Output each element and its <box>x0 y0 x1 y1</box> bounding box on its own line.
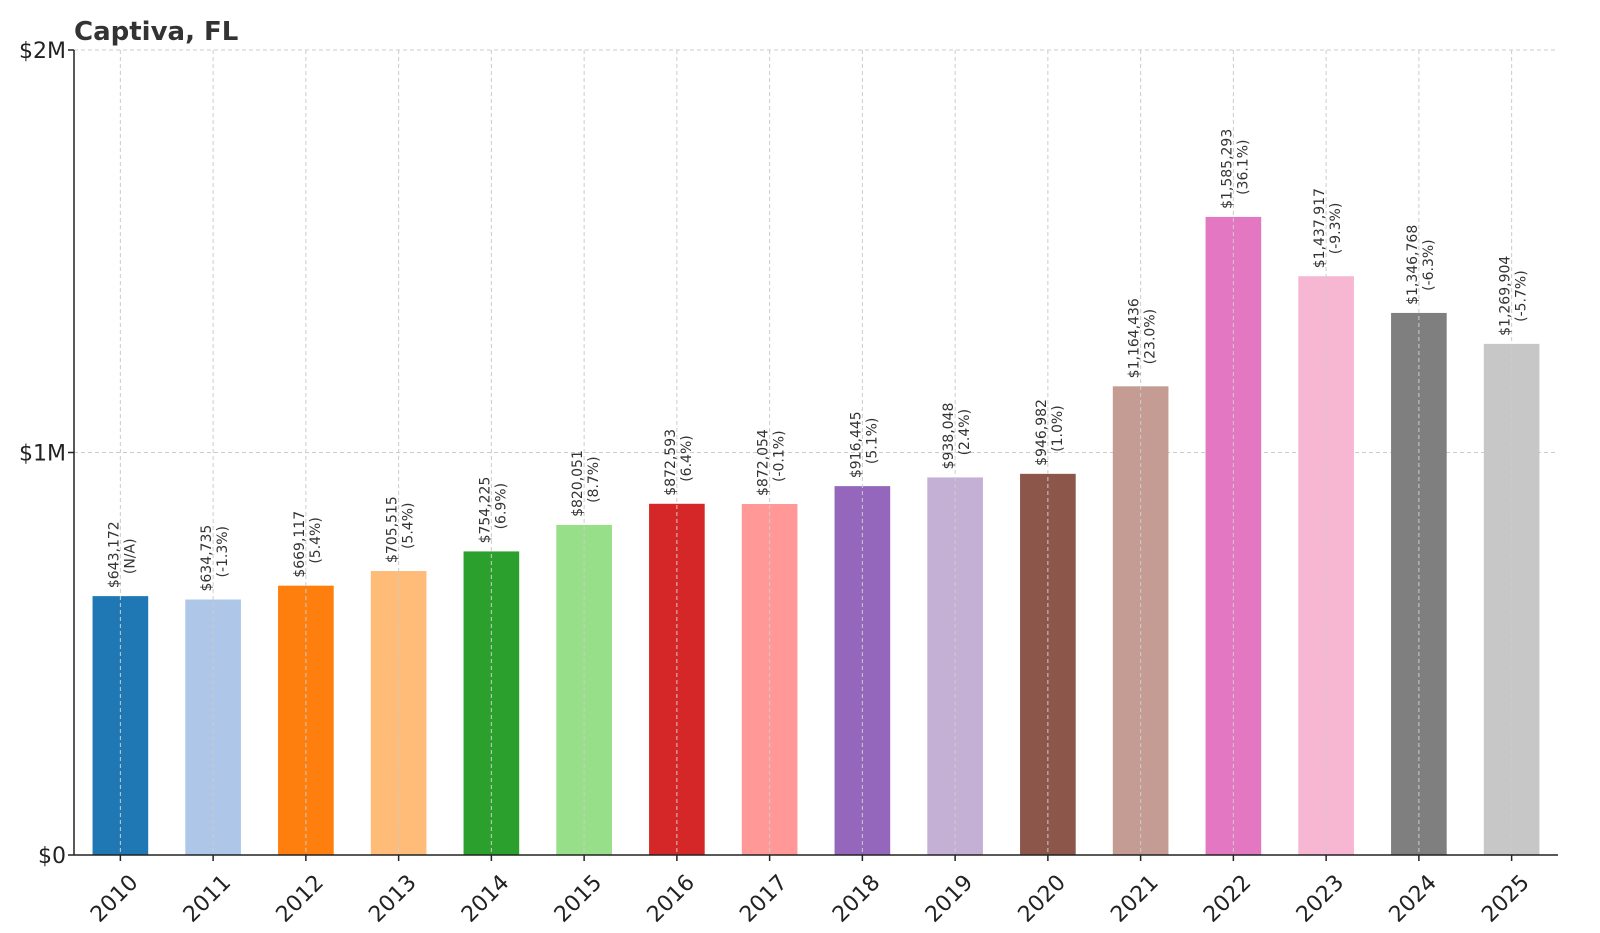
value-label: $643,172 <box>106 521 122 588</box>
x-tick-label: 2024 <box>1385 870 1442 927</box>
y-tick-label: $1M <box>19 442 66 467</box>
x-tick-label: 2017 <box>735 870 792 927</box>
value-label: $754,225 <box>477 477 493 544</box>
x-tick-label: 2013 <box>364 870 421 927</box>
x-tick-label: 2020 <box>1014 870 1071 927</box>
change-label: (2.4%) <box>957 409 973 456</box>
value-label: $669,117 <box>292 511 308 578</box>
change-label: (6.4%) <box>679 435 695 482</box>
bar <box>1020 473 1076 855</box>
bar <box>1298 276 1354 855</box>
value-label: $872,054 <box>756 429 772 496</box>
change-label: (N/A) <box>122 538 138 574</box>
value-label: $1,585,293 <box>1219 129 1235 209</box>
x-tick-label: 2014 <box>457 870 514 927</box>
change-label: (6.9%) <box>493 483 509 530</box>
value-labels: $643,172 (N/A) $634,735 (-1.3%) $669,117 (5.4… <box>106 50 1530 855</box>
value-label: $916,445 <box>848 411 864 478</box>
value-label: $938,048 <box>941 403 957 470</box>
change-label: (-5.7%) <box>1514 270 1530 322</box>
value-label: $1,437,917 <box>1312 188 1328 268</box>
x-tick-label: 2025 <box>1477 870 1534 927</box>
value-label: $1,269,904 <box>1498 256 1514 336</box>
y-tick-label: $0 <box>38 844 66 869</box>
value-label: $1,164,436 <box>1127 298 1143 378</box>
x-tick-label: 2012 <box>272 870 329 927</box>
x-tick-label: 2015 <box>550 870 607 927</box>
change-label: (5.4%) <box>401 503 417 550</box>
x-tick-label: 2018 <box>828 870 885 927</box>
grid-lines <box>74 49 1558 453</box>
bar <box>278 585 334 855</box>
value-label: $634,735 <box>199 525 215 592</box>
change-label: (-0.1%) <box>772 430 788 482</box>
chart-title: Captiva, FL <box>74 17 238 47</box>
change-label: (-9.3%) <box>1328 203 1344 255</box>
y-tick-label: $2M <box>19 39 66 64</box>
bar <box>185 599 241 855</box>
change-label: (36.1%) <box>1235 140 1251 195</box>
x-tick-label: 2021 <box>1106 870 1163 927</box>
value-label: $1,346,768 <box>1405 225 1421 305</box>
change-label: (-1.3%) <box>215 526 231 578</box>
x-tick-label: 2019 <box>921 870 978 927</box>
change-label: (23.0%) <box>1143 309 1159 364</box>
change-label: (5.4%) <box>308 517 324 564</box>
x-tick-label: 2016 <box>643 870 700 927</box>
change-label: (-6.3%) <box>1421 239 1437 291</box>
value-label: $820,051 <box>570 450 586 517</box>
x-tick-label: 2023 <box>1292 870 1349 927</box>
change-label: (1.0%) <box>1050 405 1066 452</box>
value-label: $705,515 <box>385 496 401 563</box>
value-label: $946,982 <box>1034 399 1050 466</box>
x-tick-label: 2011 <box>179 870 236 927</box>
value-label: $872,593 <box>663 429 679 496</box>
change-label: (5.1%) <box>864 418 880 465</box>
x-tick-label: 2010 <box>86 870 143 927</box>
change-label: (8.7%) <box>586 456 602 503</box>
x-tick-label: 2022 <box>1199 870 1256 927</box>
